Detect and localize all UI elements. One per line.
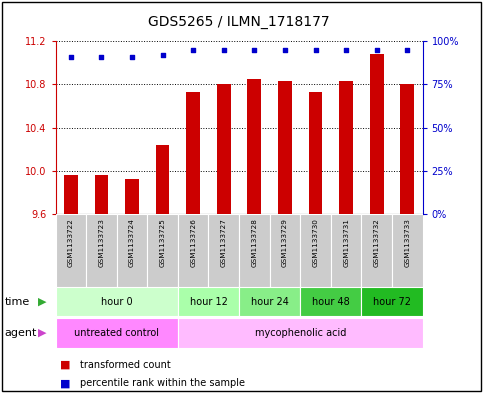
Text: hour 0: hour 0 <box>101 297 132 307</box>
Bar <box>178 318 423 348</box>
Text: hour 12: hour 12 <box>189 297 227 307</box>
Bar <box>209 214 239 287</box>
Bar <box>95 175 108 214</box>
Point <box>312 47 319 53</box>
Point <box>159 52 167 58</box>
Point <box>342 47 350 53</box>
Bar <box>370 54 384 214</box>
Text: hour 24: hour 24 <box>251 297 289 307</box>
Text: GSM1133729: GSM1133729 <box>282 218 288 267</box>
Text: GSM1133730: GSM1133730 <box>313 218 319 267</box>
Text: time: time <box>5 297 30 307</box>
Point <box>189 47 197 53</box>
Text: GSM1133723: GSM1133723 <box>99 218 104 267</box>
Text: GSM1133725: GSM1133725 <box>159 218 166 267</box>
Text: GSM1133727: GSM1133727 <box>221 218 227 267</box>
Bar <box>339 81 353 214</box>
Text: ▶: ▶ <box>38 297 47 307</box>
Bar <box>64 175 78 214</box>
Bar <box>247 79 261 214</box>
Bar <box>125 178 139 214</box>
Text: GSM1133722: GSM1133722 <box>68 218 74 267</box>
Text: GDS5265 / ILMN_1718177: GDS5265 / ILMN_1718177 <box>148 15 330 29</box>
Bar <box>217 84 231 214</box>
Bar <box>392 214 423 287</box>
Bar <box>239 287 300 316</box>
Bar <box>147 214 178 287</box>
Bar <box>117 214 147 287</box>
Bar <box>56 318 178 348</box>
Text: ▶: ▶ <box>38 328 47 338</box>
Point <box>251 47 258 53</box>
Bar <box>270 214 300 287</box>
Point <box>373 47 381 53</box>
Point <box>220 47 227 53</box>
Text: ■: ■ <box>60 360 71 370</box>
Bar <box>56 287 178 316</box>
Text: percentile rank within the sample: percentile rank within the sample <box>80 378 245 388</box>
Point <box>403 47 411 53</box>
Text: GSM1133726: GSM1133726 <box>190 218 196 267</box>
Point <box>67 54 75 60</box>
Bar <box>239 214 270 287</box>
Point <box>128 54 136 60</box>
Bar <box>186 92 200 214</box>
Bar <box>361 287 423 316</box>
Point <box>281 47 289 53</box>
Bar <box>278 81 292 214</box>
Bar <box>86 214 117 287</box>
Text: untreated control: untreated control <box>74 328 159 338</box>
Text: GSM1133731: GSM1133731 <box>343 218 349 267</box>
Bar <box>300 214 331 287</box>
Text: GSM1133733: GSM1133733 <box>404 218 411 267</box>
Bar <box>331 214 361 287</box>
Bar <box>300 287 361 316</box>
Bar <box>361 214 392 287</box>
Text: hour 72: hour 72 <box>373 297 411 307</box>
Text: hour 48: hour 48 <box>312 297 350 307</box>
Bar <box>178 287 239 316</box>
Text: GSM1133724: GSM1133724 <box>129 218 135 267</box>
Point <box>98 54 105 60</box>
Text: GSM1133732: GSM1133732 <box>374 218 380 267</box>
Bar <box>309 92 323 214</box>
Text: agent: agent <box>5 328 37 338</box>
Text: GSM1133728: GSM1133728 <box>251 218 257 267</box>
Bar <box>56 214 86 287</box>
Bar <box>400 84 414 214</box>
Bar <box>156 145 170 214</box>
Text: ■: ■ <box>60 378 71 388</box>
Text: transformed count: transformed count <box>80 360 170 370</box>
Text: mycophenolic acid: mycophenolic acid <box>255 328 346 338</box>
Bar <box>178 214 209 287</box>
